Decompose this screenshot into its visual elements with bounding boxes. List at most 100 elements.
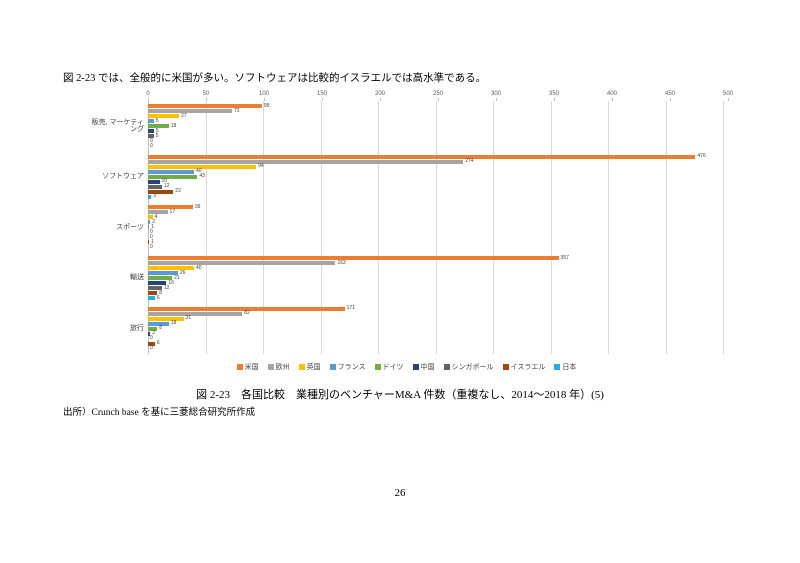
bar	[148, 281, 167, 286]
bar-value-label: 1	[151, 238, 154, 245]
bar-value-label: 10	[161, 178, 168, 185]
bar	[148, 129, 154, 134]
bar-row: 3	[148, 194, 723, 199]
bar-row: 8	[148, 326, 723, 331]
bar	[148, 286, 162, 291]
legend-swatch	[374, 364, 381, 370]
bar-value-label: 26	[179, 269, 186, 276]
legend-swatch	[236, 364, 243, 370]
bar-row: 5	[148, 128, 723, 134]
bar-row: 6	[148, 341, 723, 346]
gridline	[263, 101, 264, 354]
bar-value-label: 163	[337, 259, 346, 266]
bar	[148, 215, 153, 220]
legend-swatch	[329, 364, 336, 370]
bar-group: 39 17 4 2 1 0 0 1 0	[148, 202, 723, 253]
bar-row: 12	[148, 285, 723, 291]
axis-tick-label: 150	[316, 91, 328, 97]
axis-tick-mark	[670, 98, 671, 101]
bar-value-label: 99	[263, 102, 270, 109]
bar	[148, 205, 193, 210]
bar-value-label: 94	[258, 163, 264, 170]
bar-row: 26	[148, 269, 723, 276]
bar-value-label: 4	[154, 213, 158, 220]
bar	[148, 341, 155, 346]
bar	[148, 326, 158, 331]
bar-value-label: 0	[150, 243, 153, 250]
bar-row: 16	[148, 279, 723, 286]
bar-row: 0	[148, 228, 723, 235]
bar-row: 1	[148, 238, 723, 245]
bar-value-label: 2	[152, 330, 156, 337]
legend-item: 米国	[236, 362, 259, 372]
bar	[148, 276, 173, 281]
bar-value-label: 21	[174, 274, 180, 281]
bar-row: 2	[148, 219, 723, 225]
legend-label: フランス	[337, 364, 366, 371]
bar-value-label: 0	[150, 137, 153, 144]
axis-tick-label: 100	[258, 91, 270, 97]
bar-value-label: 0	[150, 142, 153, 149]
bar-value-label: 0	[150, 228, 153, 235]
axis-tick-mark	[612, 98, 613, 101]
bar-row: 5	[148, 117, 723, 124]
bar-row: 40	[148, 264, 723, 271]
axis-tick-mark	[148, 98, 149, 101]
bar	[148, 179, 160, 184]
bar-value-label: 27	[181, 112, 187, 119]
bar	[148, 124, 169, 129]
legend-item: 中国	[412, 362, 435, 372]
axis-tick-label: 350	[548, 91, 560, 97]
x-axis: 0 50 100 150 200 250 300 350 400 450 500	[146, 90, 733, 101]
bar-row: 18	[148, 321, 723, 326]
bar-row: 4	[148, 213, 723, 220]
legend-item: 欧州	[267, 362, 290, 372]
gridline	[608, 101, 609, 354]
axis-tick-label: 200	[374, 91, 386, 97]
bar-row: 31	[148, 316, 723, 321]
bar-value-label: 16	[168, 279, 174, 286]
bar-row: 171	[148, 306, 723, 311]
bar-value-label: 39	[194, 203, 201, 210]
bar	[148, 225, 150, 230]
axis-tick-label: 0	[146, 91, 150, 97]
gridline	[493, 101, 494, 354]
bar-value-label: 6	[156, 294, 160, 301]
bar-value-label: 0	[150, 335, 153, 342]
bar-value-label: 40	[196, 264, 202, 271]
legend-item: イスラエル	[502, 362, 545, 372]
bar-value-label: 357	[560, 254, 569, 261]
bar-value-label: 43	[199, 173, 205, 180]
bar-value-label: 0	[150, 345, 153, 352]
legend: 米国 欧州 英国 フランス ドイツ 中国 シンガポール イスラエル 日本	[85, 362, 728, 372]
legend-label: 米国	[244, 364, 259, 371]
axis-tick-mark	[496, 98, 497, 101]
bar-value-label: 8	[159, 325, 162, 332]
bar-value-label: 5	[155, 117, 159, 124]
bar-value-label: 31	[185, 315, 192, 322]
gridline	[205, 101, 207, 354]
intro-text: 図 2-23 では、全般的に米国が多い。ソフトウェアは比較的イスラエルでは高水準…	[63, 73, 487, 84]
bar-row: 2	[148, 331, 723, 336]
bar	[148, 220, 151, 225]
bar-row: 73	[148, 108, 723, 114]
legend-item: シンガポール	[443, 362, 494, 372]
bar	[148, 184, 162, 189]
axis-tick-mark	[438, 98, 439, 101]
bar-value-label: 476	[697, 153, 706, 160]
bar	[148, 154, 696, 159]
axis-tick-label: 450	[664, 91, 676, 97]
bar-row: 21	[148, 274, 723, 281]
legend-swatch	[554, 364, 561, 370]
legend-item: 日本	[554, 362, 576, 372]
chart-caption: 図 2-23 各国比較 業種別のベンチャーM&A 件数（重複なし、2014～20…	[196, 389, 604, 401]
axis-tick-label: 400	[606, 91, 618, 97]
bar-value-label: 1	[151, 223, 154, 230]
bar-row: 476	[148, 154, 723, 159]
bar-row: 1	[148, 223, 723, 230]
bar-row: 0	[148, 243, 723, 250]
bar-value-label: 18	[170, 122, 177, 129]
axis-tick-mark	[554, 98, 555, 101]
bar-row: 99	[148, 102, 723, 109]
bar-row: 0	[148, 142, 723, 149]
